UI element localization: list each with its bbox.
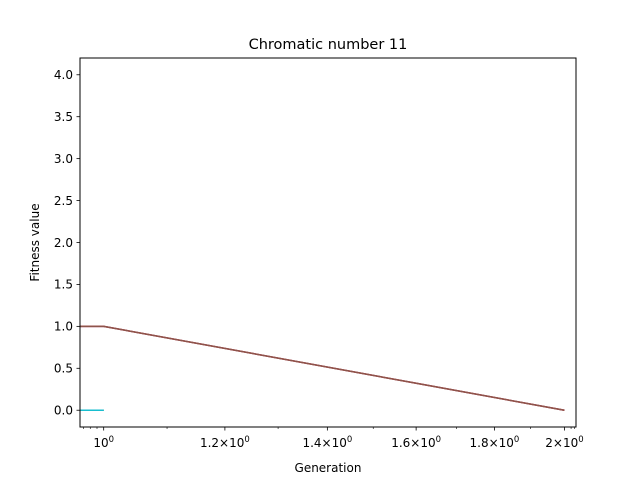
y-tick-label: 1.0: [54, 320, 73, 334]
x-tick-label: 1.8×100: [470, 435, 520, 450]
y-tick-label: 0.0: [54, 404, 73, 418]
plot-frame: [79, 57, 577, 428]
x-tick-label: 1.6×100: [391, 435, 441, 450]
x-tick-label: 100: [93, 435, 114, 450]
y-tick-label: 1.5: [54, 278, 73, 292]
series-line-6: [80, 325, 565, 411]
x-tick-label: 1.4×100: [302, 435, 352, 450]
series-layer: [80, 325, 565, 411]
y-tick-label: 4.0: [54, 68, 73, 82]
chart-title: Chromatic number 11: [249, 37, 408, 53]
tick-layer: 0.0 0.5 1.0 1.5 2.0 2.5 3.0 3.5 4.0 100 1.2×100 1.4…: [54, 68, 584, 450]
x-tick-label: 1.2×100: [200, 435, 250, 450]
y-tick-label: 2.0: [54, 236, 73, 250]
y-tick-label: 3.5: [54, 110, 73, 124]
y-tick-label: 3.0: [54, 152, 73, 166]
x-tick-label: 2×100: [545, 435, 583, 450]
x-axis-label: Generation: [295, 461, 362, 475]
y-axis-label: Fitness value: [28, 203, 42, 281]
y-tick-label: 0.5: [54, 362, 73, 376]
y-tick-label: 2.5: [54, 194, 73, 208]
